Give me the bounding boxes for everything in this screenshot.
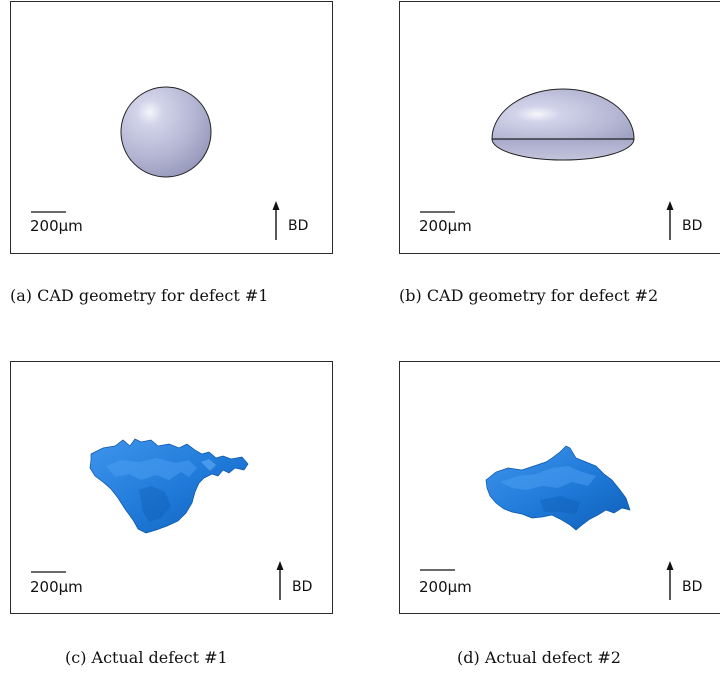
caption-a: (a) CAD geometry for defect #1 (10, 286, 269, 305)
build-direction-label: BD (292, 579, 313, 595)
scale-label: 200μm (30, 217, 83, 235)
figure-panel-d: 200μm BD (399, 361, 720, 614)
caption-d: (d) Actual defect #2 (457, 648, 621, 667)
build-direction-label: BD (682, 579, 703, 595)
scale-label: 200μm (30, 578, 83, 596)
build-direction-label: BD (682, 218, 703, 234)
build-direction-label: BD (288, 218, 309, 234)
cad-ellipsoid-image (420, 88, 674, 240)
figure-panel-b: 200μm BD (399, 1, 720, 254)
caption-c: (c) Actual defect #1 (65, 648, 228, 667)
actual-defect-image (31, 438, 284, 600)
figure-panel-a: 200μm BD (10, 1, 333, 254)
scale-label: 200μm (419, 217, 472, 235)
figure-panel-c: 200μm BD (10, 361, 333, 614)
actual-defect-image (420, 445, 674, 600)
scale-label: 200μm (419, 578, 472, 596)
caption-b: (b) CAD geometry for defect #2 (399, 286, 659, 305)
cad-sphere-image (31, 86, 280, 240)
